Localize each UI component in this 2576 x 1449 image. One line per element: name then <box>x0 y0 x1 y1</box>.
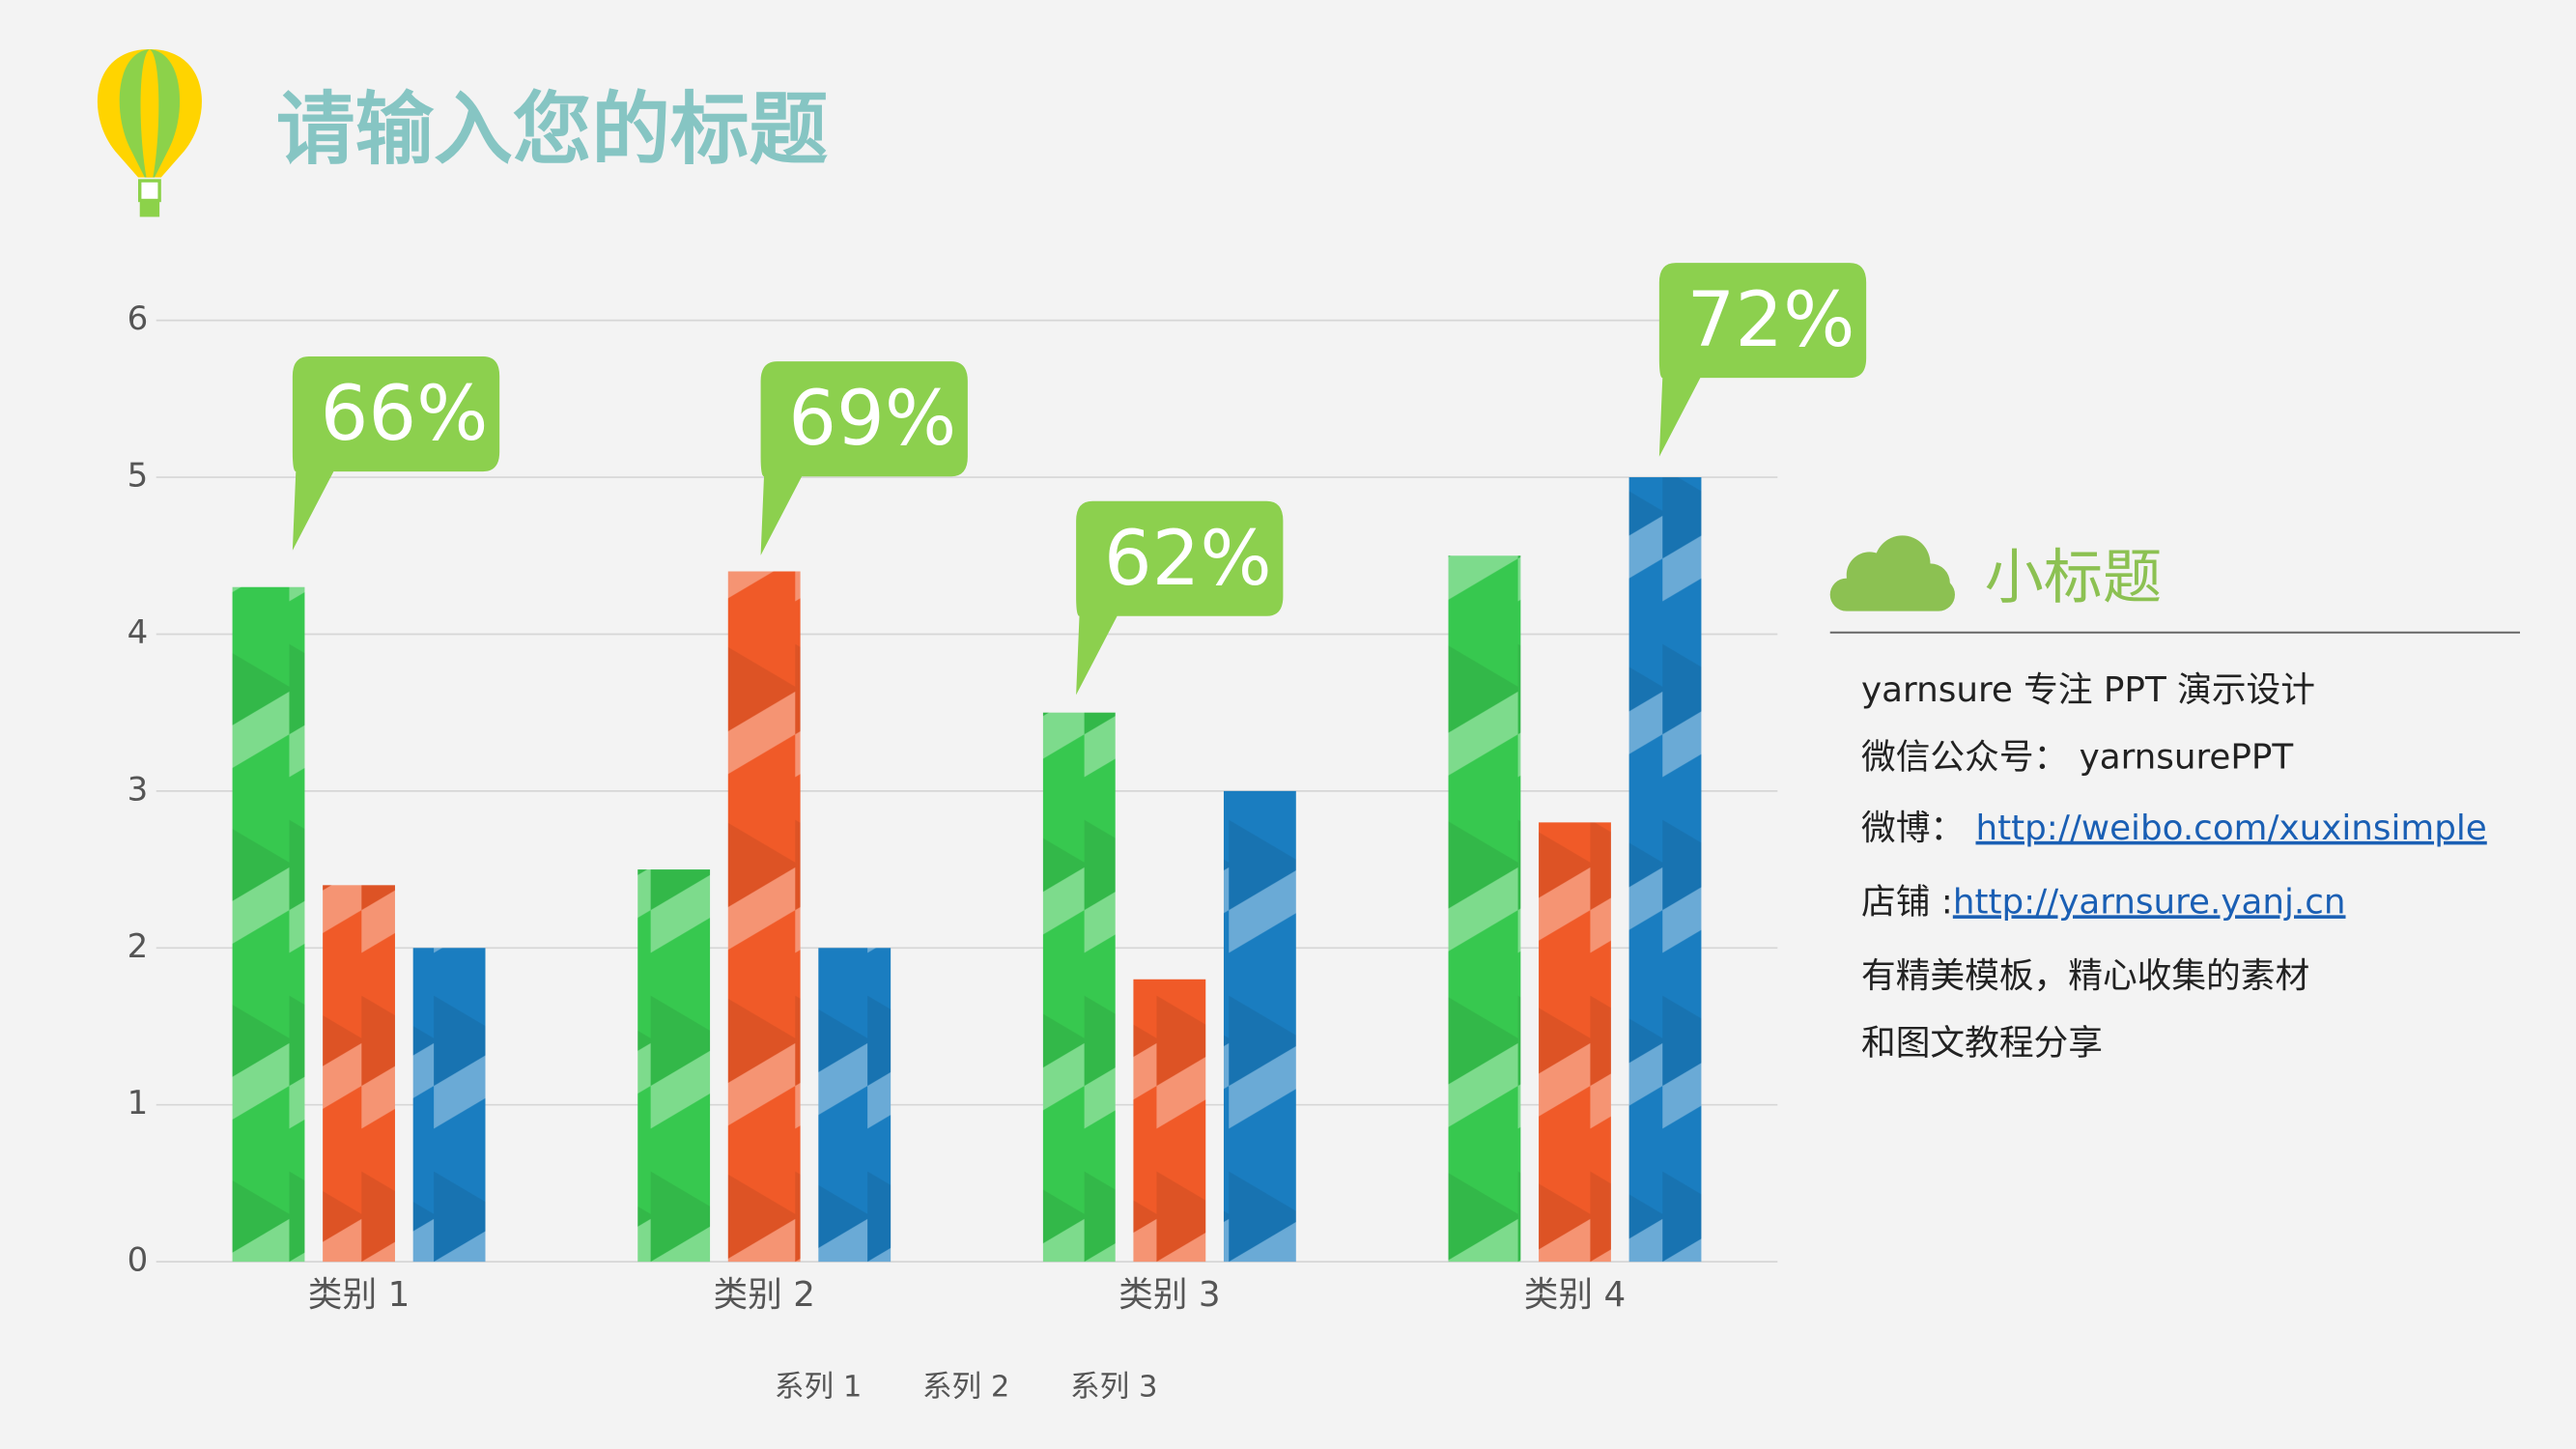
y-tick-label: 2 <box>127 927 149 966</box>
bar <box>1223 790 1296 1263</box>
bar <box>1448 555 1521 1263</box>
callout-label: 72% <box>1687 276 1855 364</box>
bar <box>323 885 395 1263</box>
sidebar-line: 微信公众号： yarnsurePPT <box>1861 738 2293 778</box>
callout-bubble <box>1658 263 1867 457</box>
y-tick-label: 6 <box>127 299 149 338</box>
callout-bubble <box>292 356 500 551</box>
sidebar-text: 和图文教程分享 <box>1861 1024 2103 1064</box>
sidebar-line: 店铺 :http://yarnsure.yanj.cn <box>1861 882 2345 922</box>
plot: 0 1 2 3 4 5 6 类别 1 类别 2 类别 3 类别 4 66% 69% 62% 72% 系列 1 系… <box>127 263 1867 1405</box>
legend-label: 系列 1 <box>775 1371 862 1405</box>
callout-label: 62% <box>1104 515 1272 603</box>
x-tick-label: 类别 3 <box>1118 1275 1220 1315</box>
sidebar-line: 有精美模板，精心收集的素材 <box>1861 956 2309 996</box>
x-tick-label: 类别 2 <box>713 1275 814 1315</box>
bar <box>1133 979 1206 1263</box>
sidebar-text: 微信公众号： yarnsurePPT <box>1861 738 2293 778</box>
bar <box>637 869 711 1263</box>
callout-bubble <box>760 361 968 555</box>
x-tick-label: 类别 4 <box>1524 1275 1626 1315</box>
sidebar-text: yarnsure 专注 PPT 演示设计 <box>1861 670 2315 710</box>
bar <box>1042 712 1116 1263</box>
y-tick-label: 4 <box>127 613 149 652</box>
sidebar-link[interactable]: http://yarnsure.yanj.cn <box>1953 882 2346 922</box>
sidebar-link[interactable]: http://weibo.com/xuxinsimple <box>1976 809 2487 848</box>
callout-label: 66% <box>321 370 489 458</box>
sidebar-text: 微博： <box>1861 809 1975 848</box>
subtitle: 小标题 <box>1985 544 2163 612</box>
cloud-icon <box>1829 535 1955 611</box>
y-tick-label: 1 <box>127 1084 149 1122</box>
y-tick-label: 3 <box>127 770 149 809</box>
bar <box>818 948 892 1263</box>
sidebar-text: 有精美模板，精心收集的素材 <box>1861 956 2309 996</box>
callout-bubble <box>1076 500 1284 696</box>
balloon-icon <box>97 49 202 217</box>
y-tick-label: 0 <box>127 1241 149 1280</box>
bar <box>412 948 486 1263</box>
sidebar-line: yarnsure 专注 PPT 演示设计 <box>1861 670 2315 710</box>
legend-label: 系列 2 <box>922 1371 1009 1405</box>
bar <box>232 586 305 1263</box>
sidebar-line: 和图文教程分享 <box>1861 1024 2103 1064</box>
bar <box>1539 822 1611 1263</box>
callout-label: 69% <box>788 375 956 463</box>
legend-label: 系列 3 <box>1070 1371 1157 1405</box>
x-tick-label: 类别 1 <box>308 1275 410 1315</box>
bar <box>1628 477 1702 1263</box>
y-tick-label: 5 <box>127 457 149 496</box>
sidebar-line: 微博： http://weibo.com/xuxinsimple <box>1861 809 2487 848</box>
bar <box>727 571 801 1263</box>
slide-title: 请输入您的标题 <box>276 84 829 176</box>
sidebar-text: 店铺 : <box>1861 882 1953 922</box>
